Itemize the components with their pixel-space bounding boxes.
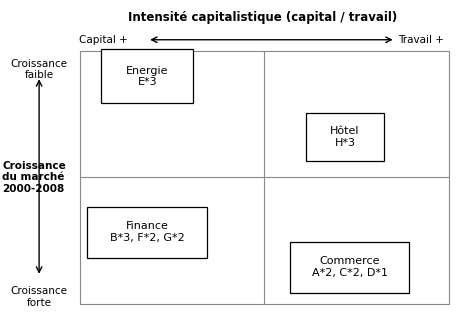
Text: Commerce
A*2, C*2, D*1: Commerce A*2, C*2, D*1 bbox=[311, 256, 387, 278]
Text: Croissance
forte: Croissance forte bbox=[11, 286, 67, 308]
Text: Finance
B*3, F*2, G*2: Finance B*3, F*2, G*2 bbox=[110, 221, 184, 243]
Text: Croissance
du marché
2000-2008: Croissance du marché 2000-2008 bbox=[2, 161, 66, 194]
Bar bbox=[289, 242, 409, 293]
Bar bbox=[305, 113, 383, 161]
Text: Hôtel
H*3: Hôtel H*3 bbox=[330, 126, 359, 148]
Text: Travail +: Travail + bbox=[397, 35, 443, 45]
Bar bbox=[80, 51, 448, 304]
Text: Energie
E*3: Energie E*3 bbox=[126, 66, 168, 87]
Text: Croissance
faible: Croissance faible bbox=[11, 59, 67, 80]
Text: Capital +: Capital + bbox=[79, 35, 128, 45]
Bar bbox=[101, 49, 193, 103]
Bar bbox=[87, 207, 207, 258]
Text: Intensité capitalistique (capital / travail): Intensité capitalistique (capital / trav… bbox=[127, 11, 396, 24]
